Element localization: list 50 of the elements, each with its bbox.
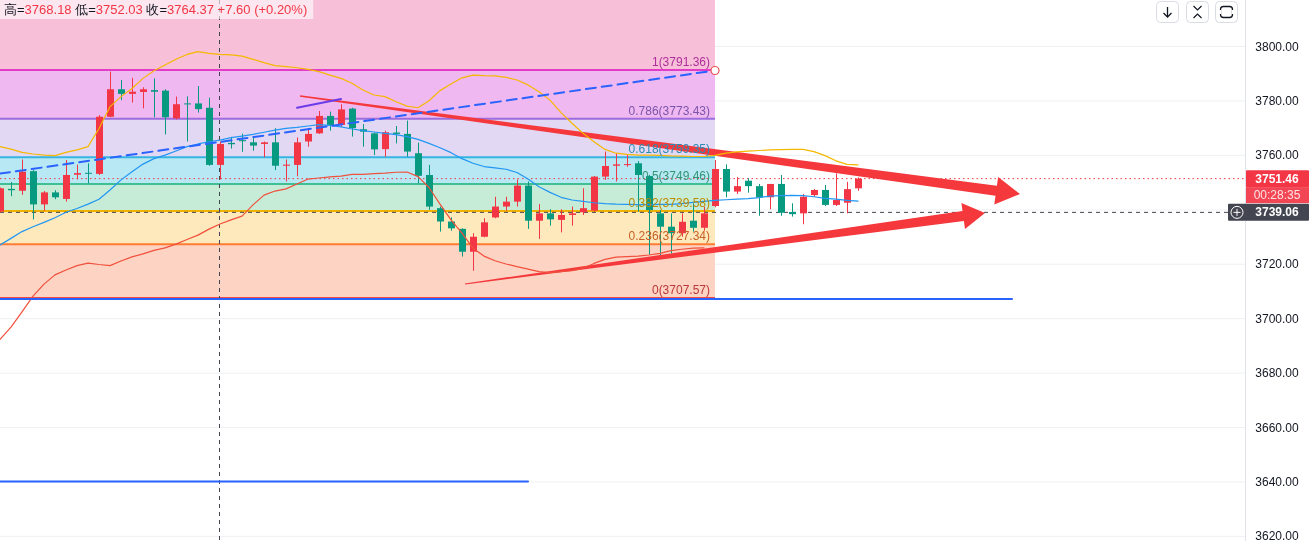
candlestick — [415, 142, 422, 184]
candlestick — [272, 127, 279, 171]
y-tick-label: 3780.00 — [1255, 93, 1300, 108]
candlestick — [63, 159, 70, 203]
candlestick — [338, 103, 345, 128]
candlestick — [140, 86, 147, 109]
text: 00:28:35 — [1253, 188, 1301, 203]
y-tick-label: 3680.00 — [1255, 366, 1300, 381]
y-tick-label: 3620.00 — [1255, 529, 1300, 541]
candlestick — [844, 181, 851, 214]
candlestick — [151, 77, 158, 118]
candlestick — [294, 136, 301, 177]
ref-line-label: 3739.06 — [1255, 205, 1300, 220]
candlestick — [85, 162, 92, 184]
y-tick-label: 3660.00 — [1255, 420, 1300, 435]
y-tick-label: 3640.00 — [1255, 474, 1300, 489]
candlestick — [305, 127, 312, 148]
candlestick — [41, 190, 48, 212]
candlestick — [382, 130, 389, 158]
candlestick — [723, 163, 730, 198]
candlestick — [800, 193, 807, 225]
candlestick — [327, 111, 334, 132]
candlestick — [492, 196, 499, 219]
y-tick-label: 3800.00 — [1255, 39, 1300, 54]
ref-line-label: 0.5(3749.46) — [641, 169, 710, 184]
y-tick-label: 3720.00 — [1255, 257, 1300, 272]
candlestick — [580, 187, 587, 216]
candlestick — [558, 208, 565, 233]
candlestick — [514, 178, 521, 208]
y-tick-label: 3760.00 — [1255, 148, 1300, 163]
line-series — [0, 51, 859, 166]
candlestick — [756, 183, 763, 217]
candlestick — [195, 85, 202, 114]
candlestick — [569, 206, 576, 227]
candlestick — [789, 202, 796, 218]
candlestick — [437, 206, 444, 233]
candlestick — [184, 95, 191, 143]
candlestick — [129, 77, 136, 104]
ref-line-label: 0(3707.57) — [651, 283, 710, 298]
annotation: 高=3768.18 低=3752.03 收=3764.37 +7.60 (+0.20%) — [4, 2, 308, 17]
ref-line-label: 0.786(3773.43) — [628, 103, 710, 118]
candlestick — [459, 227, 466, 258]
ref-line-label: 3751.46 — [1255, 171, 1300, 186]
candlestick — [173, 96, 180, 120]
y-tick-label: 3700.00 — [1255, 311, 1300, 326]
candlestick — [822, 184, 829, 207]
ref-line-label: 1(3791.36) — [651, 55, 710, 70]
candlestick — [118, 79, 125, 101]
candlestick — [404, 120, 411, 158]
candlestick — [536, 203, 543, 240]
